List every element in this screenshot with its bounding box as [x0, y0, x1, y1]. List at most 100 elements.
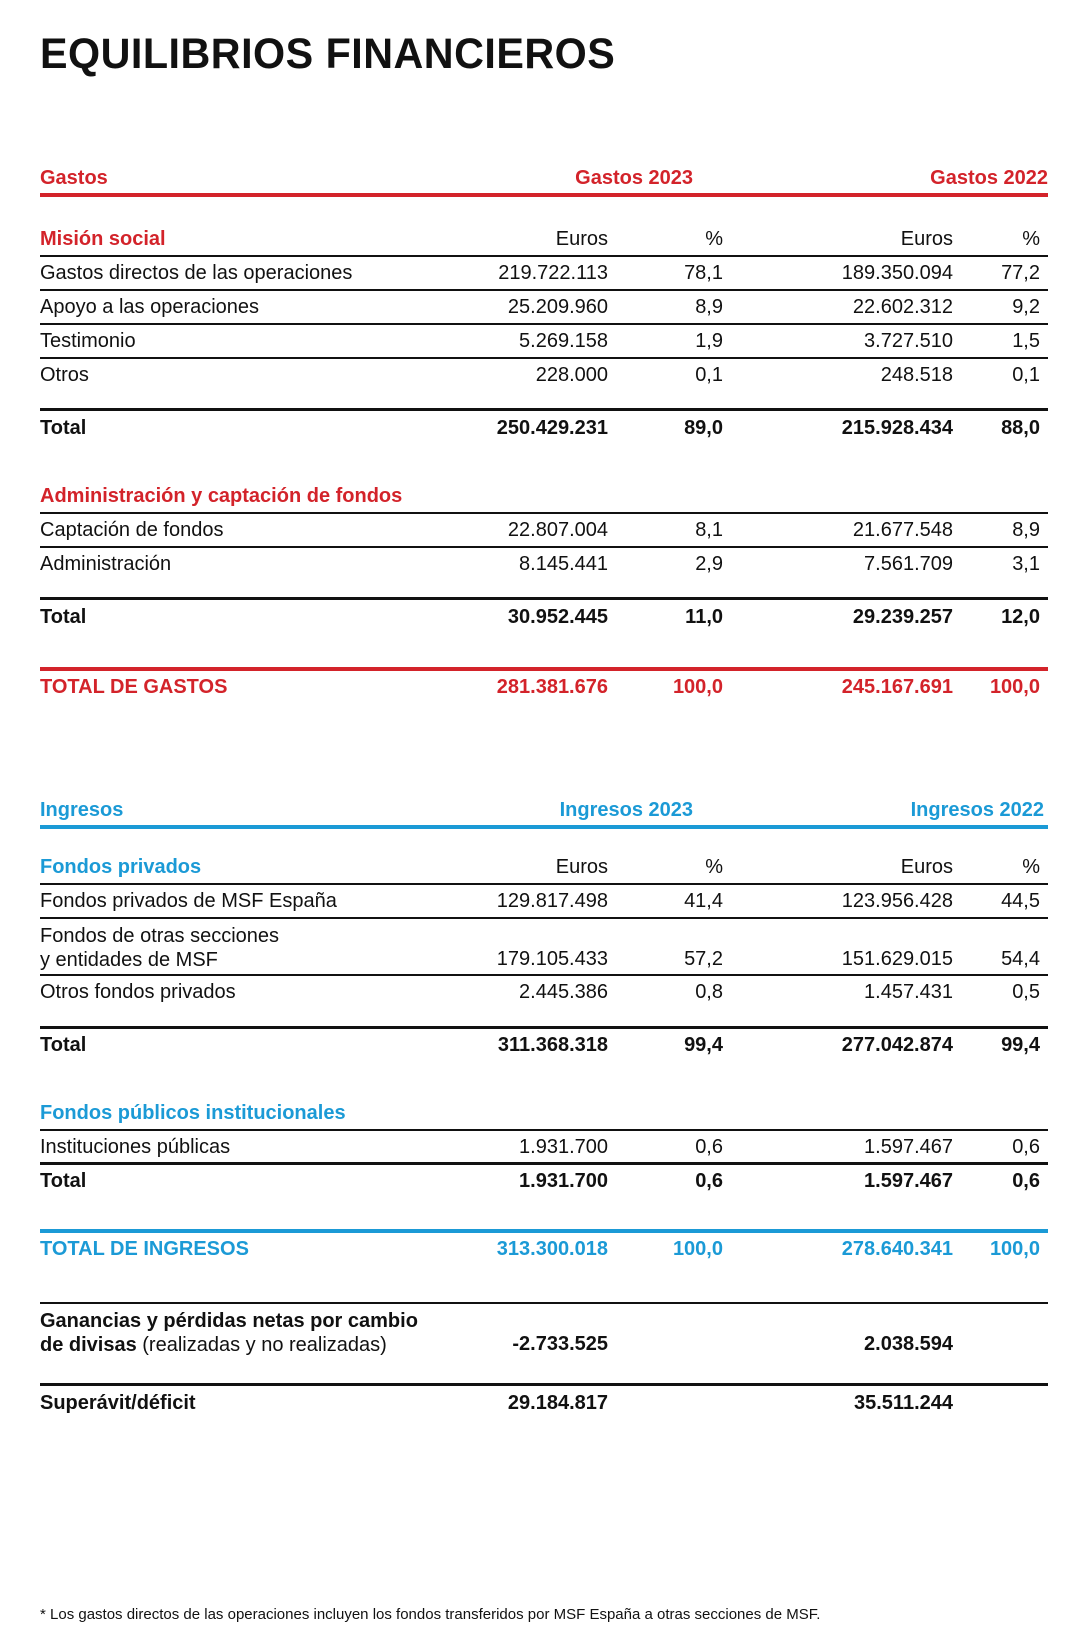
- euros-2023: 2.445.386: [519, 981, 608, 1003]
- pct-2022: 77,2: [1001, 262, 1040, 284]
- row-label: Ganancias y pérdidas netas por cambio de…: [40, 1309, 418, 1357]
- euros-2022: 278.640.341: [841, 1238, 953, 1260]
- row-label-line2: y entidades de MSF: [40, 949, 218, 971]
- euros-2022: 29.239.257: [852, 606, 953, 628]
- euros-2022: 189.350.094: [841, 262, 953, 284]
- privados-heading: Fondos privados: [40, 856, 202, 878]
- gastos-header: Gastos Gastos 2023 Gastos 2022: [40, 167, 1048, 203]
- table-row: Otros 228.000 0,1 248.518 0,1: [40, 364, 1048, 400]
- row-divider: [40, 883, 1048, 885]
- euros-2023: 29.184.817: [507, 1392, 608, 1414]
- table-row: Captación de fondos 22.807.004 8,1 21.67…: [40, 519, 1048, 555]
- euros-2023: 22.807.004: [507, 519, 608, 541]
- euros-2022: 1.457.431: [864, 981, 953, 1003]
- pct-2023: 8,1: [695, 519, 723, 541]
- euros-2022: 245.167.691: [841, 676, 953, 698]
- admin-header: Administración y captación de fondos: [40, 485, 1048, 521]
- euros-2022: 22.602.312: [852, 296, 953, 318]
- euros-2022: 151.629.015: [841, 948, 953, 970]
- pct-2023: 99,4: [684, 1034, 723, 1056]
- row-label: Total: [40, 606, 87, 628]
- euros-2023: 311.368.318: [497, 1034, 608, 1056]
- row-label: Captación de fondos: [40, 519, 224, 541]
- pct-2022-label: %: [1022, 856, 1040, 878]
- pct-2023: 1,9: [695, 330, 723, 352]
- publicos-total-row: Total 1.931.700 0,6 1.597.467 0,6: [40, 1170, 1048, 1206]
- publicos-header: Fondos públicos institucionales: [40, 1102, 1048, 1138]
- admin-heading: Administración y captación de fondos: [40, 485, 403, 507]
- row-label-line1: Fondos de otras secciones: [40, 925, 280, 947]
- euros-2023: 5.269.158: [519, 330, 608, 352]
- euros-2023-label: Euros: [555, 228, 608, 250]
- divisas-label-line2-bold: de divisas: [40, 1334, 137, 1356]
- euros-2023: 30.952.445: [507, 606, 608, 628]
- pct-2022: 0,5: [1012, 981, 1040, 1003]
- euros-2023: 1.931.700: [519, 1136, 608, 1158]
- row-divider: [40, 357, 1048, 359]
- euros-2023: 8.145.441: [519, 553, 608, 575]
- table-row: Administración 8.145.441 2,9 7.561.709 3…: [40, 553, 1048, 589]
- pct-2023: 100,0: [672, 676, 723, 698]
- row-label: Fondos privados de MSF España: [40, 890, 337, 912]
- ingresos-header-rule: [40, 825, 1048, 829]
- pct-2022: 100,0: [989, 676, 1040, 698]
- row-label: Total: [40, 1034, 87, 1056]
- euros-2022: 248.518: [880, 364, 953, 386]
- pct-2023: 8,9: [695, 296, 723, 318]
- row-divider: [40, 255, 1048, 257]
- superavit-row: Superávit/déficit 29.184.817 35.511.244: [40, 1392, 1048, 1428]
- row-divider: [40, 323, 1048, 325]
- mision-social-total-row: Total 250.429.231 89,0 215.928.434 88,0: [40, 417, 1048, 453]
- row-label: Fondos de otras secciones y entidades de…: [40, 924, 279, 972]
- privados-total-row: Total 311.368.318 99,4 277.042.874 99,4: [40, 1034, 1048, 1070]
- pct-2023: 100,0: [672, 1238, 723, 1260]
- table-row: Fondos privados de MSF España 129.817.49…: [40, 890, 1048, 926]
- pct-2022: 0,6: [1012, 1136, 1040, 1158]
- pct-2023: 0,6: [695, 1136, 723, 1158]
- pct-2022-label: %: [1022, 228, 1040, 250]
- privados-header: Fondos privados Euros % Euros %: [40, 856, 1048, 892]
- divisas-label-line1: Ganancias y pérdidas netas por cambio: [40, 1310, 418, 1332]
- table-row: Instituciones públicas 1.931.700 0,6 1.5…: [40, 1136, 1048, 1172]
- pct-2022: 1,5: [1012, 330, 1040, 352]
- pct-2022: 0,1: [1012, 364, 1040, 386]
- euros-2023: 228.000: [535, 364, 608, 386]
- pct-2023-label: %: [705, 228, 723, 250]
- row-label: Otros fondos privados: [40, 981, 236, 1003]
- pct-2023: 89,0: [684, 417, 723, 439]
- pct-2023: 78,1: [684, 262, 723, 284]
- row-divider: [40, 1302, 1048, 1304]
- table-row: Fondos de otras secciones y entidades de…: [40, 924, 1048, 984]
- gastos-2023-header: Gastos 2023: [575, 167, 693, 189]
- euros-2023: -2.733.525: [512, 1333, 608, 1355]
- pct-2022: 12,0: [1001, 606, 1040, 628]
- pct-2023: 2,9: [695, 553, 723, 575]
- ingresos-header-label: Ingresos: [40, 799, 124, 821]
- pct-2022: 54,4: [1001, 948, 1040, 970]
- row-label: Administración: [40, 553, 172, 575]
- row-label: Apoyo a las operaciones: [40, 296, 260, 318]
- row-label: Total: [40, 417, 87, 439]
- pct-2023: 0,1: [695, 364, 723, 386]
- gastos-2022-header: Gastos 2022: [930, 167, 1048, 189]
- euros-2023: 250.429.231: [496, 417, 608, 439]
- row-divider: [40, 974, 1048, 976]
- gastos-header-label: Gastos: [40, 167, 108, 189]
- divisas-row: Ganancias y pérdidas netas por cambio de…: [40, 1309, 1048, 1369]
- pct-2022: 9,2: [1012, 296, 1040, 318]
- euros-2022: 21.677.548: [852, 519, 953, 541]
- ingresos-header: Ingresos Ingresos 2023 Ingresos 2022: [40, 799, 1048, 835]
- pct-2023: 41,4: [684, 890, 723, 912]
- euros-2022-label: Euros: [900, 228, 953, 250]
- row-label: Gastos directos de las operaciones: [40, 262, 353, 284]
- euros-2022: 1.597.467: [864, 1136, 953, 1158]
- row-divider: [40, 1129, 1048, 1131]
- row-label: TOTAL DE INGRESOS: [40, 1238, 249, 1260]
- grand-total-rule: [40, 1229, 1048, 1233]
- euros-2023: 179.105.433: [496, 948, 608, 970]
- row-label: TOTAL DE GASTOS: [40, 676, 228, 698]
- euros-2022-label: Euros: [900, 856, 953, 878]
- euros-2022: 2.038.594: [864, 1333, 953, 1355]
- ingresos-2022-header: Ingresos 2022: [910, 799, 1044, 821]
